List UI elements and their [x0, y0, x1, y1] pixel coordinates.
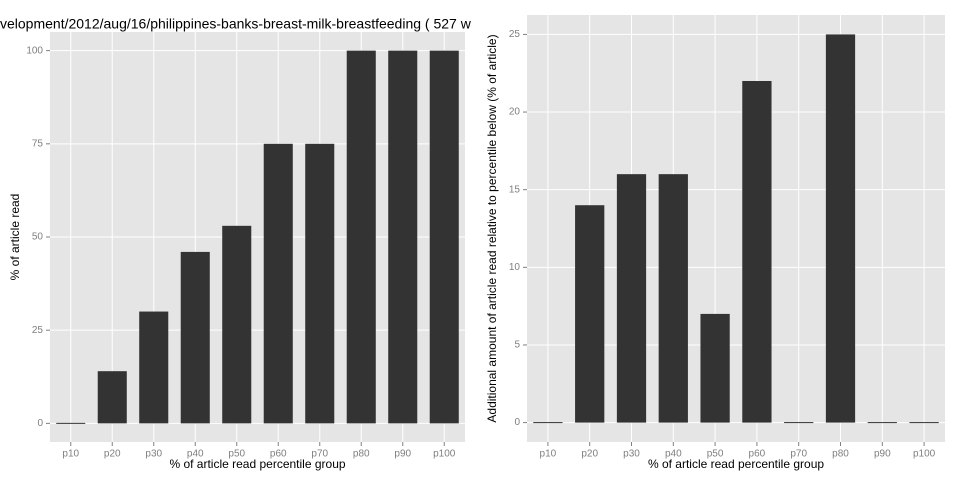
bar	[388, 50, 418, 424]
x-tick-label: p30	[145, 449, 162, 460]
y-tick-label: 25	[32, 325, 44, 336]
y-tick-label: 100	[26, 45, 43, 56]
y-axis-label: Additional amount of article read relati…	[485, 34, 499, 422]
x-tick-label: p70	[311, 449, 328, 460]
bar	[97, 371, 127, 424]
y-tick-label: 50	[32, 232, 44, 243]
y-tick-label: 0	[514, 417, 520, 428]
x-tick-label: p20	[104, 449, 121, 460]
x-tick-label: p40	[187, 449, 204, 460]
bar	[742, 80, 772, 423]
bar	[700, 313, 730, 423]
y-tick-label: 10	[509, 262, 521, 273]
bar	[658, 174, 688, 423]
bar	[909, 422, 939, 424]
bar	[784, 422, 814, 424]
bar	[867, 422, 897, 424]
bar	[616, 174, 647, 423]
x-tick-label: p20	[581, 449, 598, 460]
x-tick-label: p60	[270, 449, 287, 460]
bar	[346, 50, 376, 424]
y-tick-label: 20	[509, 107, 521, 118]
x-tick-label: p30	[623, 449, 640, 460]
x-axis-label: % of article read percentile group	[648, 457, 824, 471]
chart-title: velopment/2012/aug/16/philippines-banks-…	[0, 16, 472, 32]
bar	[180, 251, 210, 424]
x-tick-label: p60	[749, 449, 766, 460]
bar	[533, 422, 563, 424]
x-tick-label: p40	[665, 449, 682, 460]
y-tick-label: 5	[514, 340, 520, 351]
y-tick-label: 25	[509, 29, 521, 40]
bar	[429, 50, 459, 424]
x-tick-label: p70	[790, 449, 807, 460]
x-tick-label: p90	[394, 449, 411, 460]
bar	[305, 143, 335, 424]
x-tick-label: p90	[874, 449, 891, 460]
x-axis-label: % of article read percentile group	[169, 457, 345, 471]
y-tick-label: 15	[509, 184, 521, 195]
bar	[575, 205, 605, 423]
y-tick-label: 75	[32, 138, 44, 149]
x-tick-label: p100	[433, 449, 456, 460]
x-tick-label: p80	[353, 449, 370, 460]
x-tick-label: p10	[62, 449, 79, 460]
bar	[56, 422, 86, 424]
x-tick-label: p10	[540, 449, 557, 460]
bar	[139, 311, 169, 424]
bar	[825, 34, 856, 423]
y-tick-label: 0	[37, 418, 43, 429]
bar	[263, 143, 293, 424]
y-axis-label: % of article read	[8, 194, 22, 281]
x-tick-label: p80	[832, 449, 849, 460]
x-tick-label: p50	[707, 449, 724, 460]
x-tick-label: p50	[228, 449, 245, 460]
bar	[222, 225, 252, 424]
x-tick-label: p100	[913, 449, 936, 460]
